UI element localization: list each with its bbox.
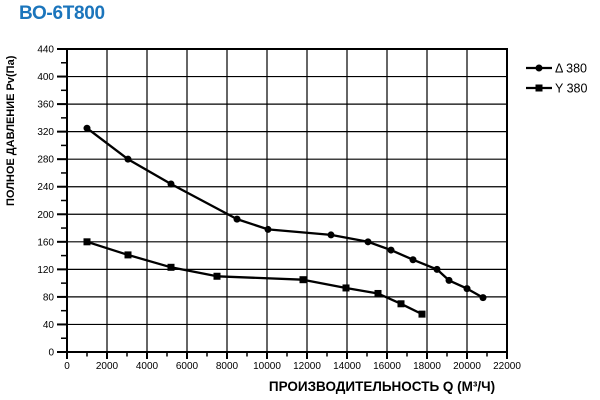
y-tick-label: 160	[37, 237, 54, 248]
data-point-square	[213, 272, 221, 280]
data-point-circle	[327, 231, 335, 239]
data-point-square	[342, 284, 350, 292]
data-point-circle	[409, 256, 417, 264]
y-tick-label: 40	[43, 320, 55, 331]
data-point-square	[374, 289, 382, 297]
data-point-square	[299, 276, 307, 284]
y-tick-label: 360	[37, 100, 54, 111]
y-tick-label: 400	[37, 72, 54, 83]
series-0	[83, 124, 487, 302]
data-point-circle	[479, 294, 487, 302]
plot-border	[66, 48, 508, 353]
data-point-square	[167, 263, 175, 271]
data-point-square	[397, 300, 405, 308]
data-point-circle	[535, 64, 543, 72]
data-point-circle	[124, 155, 132, 163]
x-tick-label: 2000	[96, 361, 119, 372]
x-tick-label: 16000	[373, 361, 401, 372]
data-point-square	[124, 251, 132, 259]
x-tick-label: 12000	[293, 361, 321, 372]
y-axis-title: ПОЛНОЕ ДАВЛЕНИЕ Pv(Па)	[5, 55, 17, 206]
data-point-circle	[83, 124, 91, 132]
x-tick-label: 0	[64, 361, 70, 372]
x-axis-title: ПРОИЗВОДИТЕЛЬНОСТЬ Q (М³/Ч)	[269, 379, 495, 394]
data-point-square	[535, 84, 543, 92]
x-tick-label: 22000	[493, 361, 521, 372]
legend-label: Δ 380	[555, 62, 587, 76]
legend-item-0: Δ 380	[526, 62, 587, 76]
tick-labels: 0 40 80 120 160 200 240 280 320 360 400 440 0 2000 400…	[37, 45, 521, 373]
data-point-circle	[463, 285, 471, 293]
data-point-circle	[167, 180, 175, 188]
page-title: ВО-6Т800	[19, 3, 105, 24]
x-tick-label: 8000	[216, 361, 239, 372]
y-tick-label: 280	[37, 155, 54, 166]
y-tick-label: 120	[37, 265, 54, 276]
legend-item-1: Y 380	[526, 82, 587, 96]
x-tick-label: 10000	[253, 361, 281, 372]
legend-label: Y 380	[555, 82, 587, 96]
data-point-square	[418, 310, 426, 318]
data-point-circle	[445, 276, 453, 284]
y-tick-label: 440	[37, 45, 54, 56]
series-line-1	[86, 240, 423, 316]
series-1	[83, 238, 426, 318]
gridlines	[67, 49, 507, 352]
y-tick-label: 200	[37, 210, 54, 221]
data-point-circle	[233, 215, 241, 223]
data-point-square	[83, 238, 91, 246]
y-tick-label: 80	[43, 292, 55, 303]
y-tick-label: 240	[37, 182, 54, 193]
x-tick-label: 14000	[333, 361, 361, 372]
data-point-circle	[264, 225, 272, 233]
axis-ticks	[57, 48, 508, 359]
y-tick-label: 320	[37, 127, 54, 138]
data-point-circle	[364, 238, 372, 246]
data-point-circle	[387, 246, 395, 254]
x-tick-label: 18000	[413, 361, 441, 372]
x-tick-label: 20000	[453, 361, 481, 372]
x-tick-label: 6000	[176, 361, 199, 372]
data-point-circle	[433, 265, 441, 273]
y-tick-label: 0	[48, 348, 54, 359]
x-tick-label: 4000	[136, 361, 159, 372]
legend: Δ 380 Y 380	[526, 62, 587, 96]
